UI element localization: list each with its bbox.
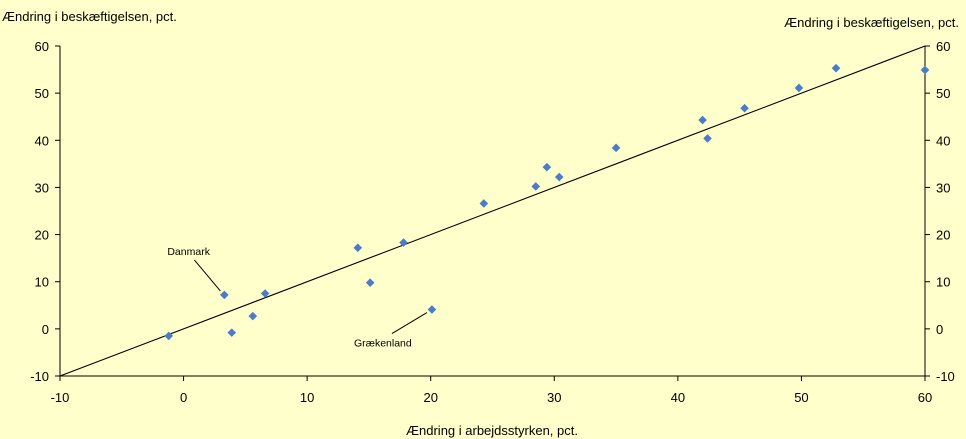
right-y-tick-label: 40 xyxy=(936,133,950,148)
left-y-tick-label: 10 xyxy=(35,275,49,290)
reference-line xyxy=(59,45,926,377)
right-y-tick-label: 50 xyxy=(936,86,950,101)
reference-line-group xyxy=(59,45,926,377)
x-tick-label: 60 xyxy=(918,390,932,405)
left-y-axis: -10 0 10 20 30 40 50 60 xyxy=(30,39,60,384)
left-y-tick-label: -10 xyxy=(30,369,49,384)
right-y-tick-label: 20 xyxy=(936,228,950,243)
x-tick-label: -10 xyxy=(51,390,70,405)
annotation-label-graekenland: Grækenland xyxy=(354,338,412,350)
x-tick-label: 40 xyxy=(671,390,685,405)
right-y-tick-label: 0 xyxy=(936,322,943,337)
left-y-tick-label: 50 xyxy=(35,86,49,101)
data-point xyxy=(542,162,552,172)
data-point xyxy=(611,143,621,153)
left-y-tick-label: 30 xyxy=(35,180,49,195)
right-y-tick-label: 10 xyxy=(936,275,950,290)
annotation-label-danmark: Danmark xyxy=(167,246,210,258)
data-point xyxy=(365,278,375,287)
left-y-tick-label: 60 xyxy=(35,39,49,54)
data-point xyxy=(260,289,270,298)
left-y-tick-label: 20 xyxy=(35,228,49,243)
data-point xyxy=(703,134,712,143)
data-point xyxy=(698,115,707,125)
data-point xyxy=(399,238,408,247)
data-point xyxy=(427,305,437,314)
data-point xyxy=(227,328,237,337)
x-tick-label: 30 xyxy=(547,390,561,405)
x-tick-label: 20 xyxy=(423,390,437,405)
data-point xyxy=(920,65,930,75)
right-y-tick-label: 60 xyxy=(936,39,950,54)
right-y-axis-title: Ændring i beskæftigelsen, pct. xyxy=(784,15,959,30)
data-point xyxy=(220,290,229,300)
data-point xyxy=(164,331,174,341)
data-point xyxy=(353,243,363,253)
data-point xyxy=(554,172,564,182)
x-tick-label: 50 xyxy=(794,390,808,405)
annotation-leader-danmark xyxy=(193,259,221,292)
left-y-axis-title: Ændring i beskæftigelsen, pct. xyxy=(2,9,177,24)
plot-area xyxy=(59,46,926,377)
data-points xyxy=(164,63,930,341)
data-point xyxy=(479,199,489,208)
data-point xyxy=(794,83,804,93)
x-tick-label: 0 xyxy=(180,390,187,405)
annotation-leaders xyxy=(193,259,428,334)
right-y-axis: -10 0 10 20 30 40 50 60 xyxy=(925,39,955,384)
data-point xyxy=(248,311,258,321)
right-y-tick-label: -10 xyxy=(936,369,955,384)
x-axis-title: Ændring i arbejdsstyrken, pct. xyxy=(406,423,578,438)
data-point xyxy=(531,182,541,191)
annotation-leader-graekenland xyxy=(391,312,428,334)
data-point xyxy=(831,63,841,73)
data-point xyxy=(740,103,749,113)
x-tick-label: 10 xyxy=(300,390,314,405)
x-axis: -10 0 10 20 30 40 50 60 xyxy=(51,376,932,405)
left-y-tick-label: 0 xyxy=(42,322,49,337)
right-y-tick-label: 30 xyxy=(936,180,950,195)
left-y-tick-label: 40 xyxy=(35,133,49,148)
